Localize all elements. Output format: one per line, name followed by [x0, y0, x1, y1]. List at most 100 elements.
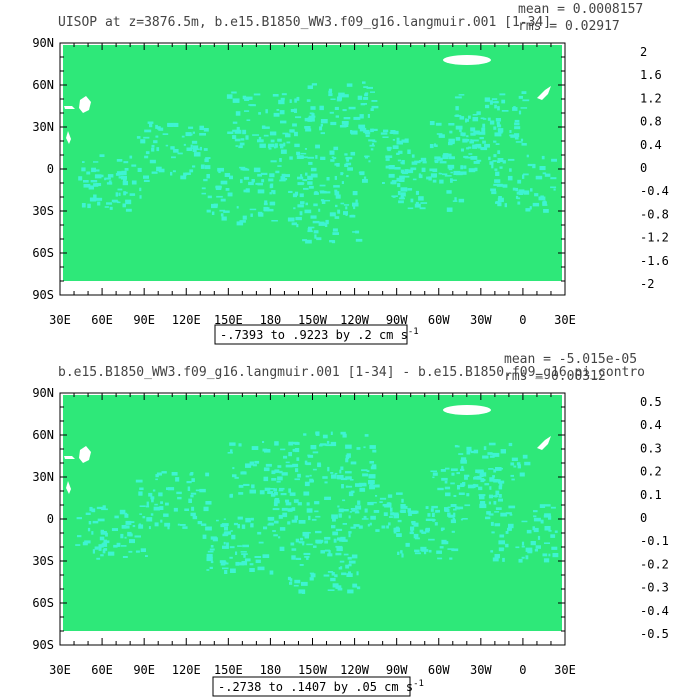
near-zero-cell — [438, 134, 445, 138]
near-zero-cell — [353, 116, 361, 120]
near-zero-cell — [193, 152, 201, 157]
near-zero-cell — [179, 524, 186, 526]
near-zero-cell — [343, 509, 349, 512]
near-zero-cell — [308, 226, 315, 229]
near-zero-cell — [348, 515, 351, 519]
near-zero-cell — [517, 197, 521, 200]
near-zero-cell — [332, 228, 338, 232]
near-zero-cell — [454, 96, 462, 99]
greenland-land — [443, 405, 491, 415]
near-zero-cell — [447, 506, 451, 509]
near-zero-cell — [227, 131, 234, 134]
near-zero-cell — [83, 180, 89, 183]
near-zero-cell — [251, 446, 259, 450]
near-zero-cell — [310, 573, 316, 578]
near-zero-cell — [187, 486, 191, 491]
near-zero-cell — [452, 517, 456, 522]
near-zero-cell — [514, 136, 519, 140]
near-zero-cell — [460, 459, 467, 464]
near-zero-cell — [157, 126, 161, 130]
near-zero-cell — [245, 188, 250, 193]
x-tick-label: 0 — [519, 663, 526, 677]
near-zero-cell — [288, 441, 294, 446]
near-zero-cell — [327, 589, 335, 591]
near-zero-cell — [425, 518, 433, 521]
near-zero-cell — [125, 199, 132, 205]
near-zero-cell — [189, 169, 194, 173]
near-zero-cell — [444, 175, 452, 177]
near-zero-cell — [363, 97, 369, 100]
near-zero-cell — [388, 522, 391, 526]
near-zero-cell — [173, 507, 178, 512]
near-zero-cell — [319, 105, 324, 111]
near-zero-cell — [97, 518, 105, 522]
near-zero-cell — [430, 519, 436, 521]
near-zero-cell — [470, 450, 477, 454]
near-zero-cell — [363, 482, 367, 486]
near-zero-cell — [367, 502, 374, 506]
near-zero-cell — [315, 144, 320, 149]
near-zero-cell — [479, 503, 487, 509]
near-zero-cell — [165, 502, 169, 506]
near-zero-cell — [539, 504, 546, 508]
near-zero-cell — [117, 188, 123, 191]
near-zero-cell — [229, 494, 233, 498]
near-zero-cell — [386, 502, 392, 507]
near-zero-cell — [521, 556, 525, 559]
colorbar-label: -0.3 — [640, 581, 669, 595]
near-zero-cell — [529, 206, 532, 210]
near-zero-cell — [89, 197, 97, 202]
near-zero-cell — [424, 551, 427, 555]
near-zero-cell — [383, 512, 388, 516]
near-zero-cell — [177, 496, 182, 500]
near-zero-cell — [345, 564, 350, 569]
x-tick-label: 120W — [340, 313, 370, 327]
near-zero-cell — [443, 153, 449, 158]
near-zero-cell — [350, 461, 357, 465]
near-zero-cell — [320, 190, 327, 194]
near-zero-cell — [249, 208, 257, 211]
near-zero-cell — [442, 173, 448, 176]
near-zero-cell — [243, 189, 248, 193]
near-zero-cell — [203, 148, 208, 151]
near-zero-cell — [345, 156, 353, 160]
near-zero-cell — [504, 203, 507, 208]
near-zero-cell — [147, 121, 154, 124]
near-zero-cell — [254, 556, 262, 558]
y-tick-label: 60N — [32, 428, 54, 442]
near-zero-cell — [386, 146, 392, 150]
near-zero-cell — [223, 518, 226, 520]
near-zero-cell — [420, 157, 427, 162]
near-zero-cell — [245, 517, 251, 523]
near-zero-cell — [225, 188, 230, 191]
near-zero-cell — [478, 494, 486, 497]
near-zero-cell — [172, 170, 176, 173]
near-zero-cell — [548, 530, 552, 532]
scandinavia-land — [79, 96, 91, 113]
near-zero-cell — [350, 130, 358, 135]
near-zero-cell — [488, 513, 494, 516]
near-zero-cell — [499, 534, 505, 538]
near-zero-cell — [533, 515, 537, 518]
near-zero-cell — [497, 160, 501, 163]
near-zero-cell — [271, 220, 278, 222]
near-zero-cell — [394, 167, 401, 170]
x-tick-label: 30E — [554, 663, 576, 677]
near-zero-cell — [371, 100, 378, 102]
map-panel-2-svg: b.e15.B1850_WW3.f09_g16.langmuir.001 [1-… — [32, 352, 669, 697]
near-zero-cell — [291, 507, 296, 511]
near-zero-cell — [280, 448, 286, 451]
x-tick-label: 60W — [428, 663, 450, 677]
near-zero-cell — [484, 143, 490, 148]
near-zero-cell — [190, 492, 197, 495]
near-zero-cell — [337, 209, 341, 214]
near-zero-cell — [152, 489, 156, 492]
near-zero-cell — [324, 496, 331, 500]
near-zero-cell — [177, 523, 180, 526]
near-zero-cell — [123, 178, 127, 182]
near-zero-cell — [207, 550, 214, 553]
near-zero-cell — [399, 175, 405, 180]
near-zero-cell — [494, 554, 500, 559]
near-zero-cell — [274, 491, 278, 496]
near-zero-cell — [128, 533, 133, 537]
